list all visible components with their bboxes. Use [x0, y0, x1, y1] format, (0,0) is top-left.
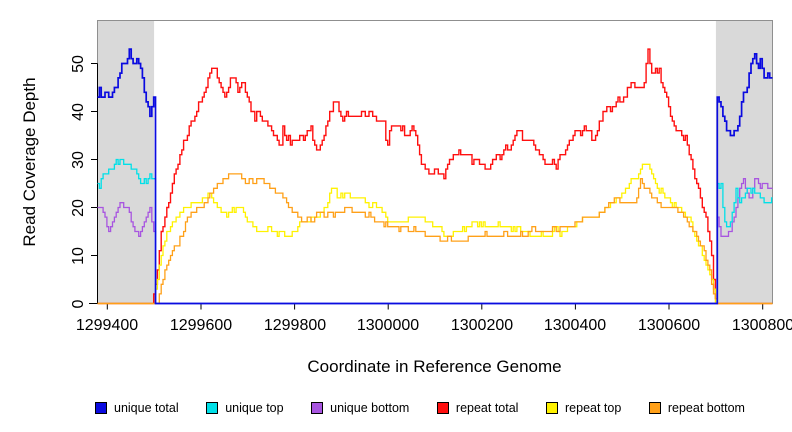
plot-border — [97, 20, 773, 304]
legend-item-unique-top: unique top — [206, 401, 284, 415]
x-tick-label: 1300800 — [731, 317, 792, 334]
x-axis-title: Coordinate in Reference Genome — [307, 357, 562, 376]
x-tick-label: 1300200 — [450, 317, 514, 334]
y-tick-label: 20 — [70, 198, 87, 217]
legend: unique total unique top unique bottom re… — [95, 399, 745, 417]
y-tick-label: 0 — [70, 299, 87, 308]
legend-item-repeat-top: repeat top — [546, 401, 621, 415]
legend-swatch-unique-bottom — [311, 402, 324, 414]
legend-swatch-repeat-total — [436, 402, 449, 414]
x-tick-label: 1299400 — [75, 317, 139, 334]
legend-label: unique bottom — [330, 401, 410, 415]
legend-swatch-unique-top — [206, 402, 219, 414]
series-line-unique-total — [97, 48, 773, 305]
legend-item-repeat-bottom: repeat bottom — [648, 401, 745, 415]
legend-item-repeat-total: repeat total — [436, 401, 519, 415]
y-tick-label: 30 — [70, 150, 87, 169]
legend-item-unique-total: unique total — [95, 401, 179, 415]
legend-swatch-repeat-top — [546, 402, 558, 414]
legend-label: unique total — [114, 401, 179, 415]
x-tick-label: 1299800 — [263, 317, 327, 334]
legend-label: repeat bottom — [667, 401, 745, 415]
series-line-unique-top — [97, 158, 773, 305]
series-line-unique-bottom — [97, 178, 773, 305]
legend-label: unique top — [225, 401, 284, 415]
legend-label: repeat total — [455, 401, 519, 415]
series-line-repeat-total — [97, 48, 773, 305]
series-line-repeat-top — [97, 163, 773, 305]
legend-label: repeat top — [565, 401, 622, 415]
x-tick-label: 1299600 — [169, 317, 233, 334]
x-tick-label: 1300400 — [543, 317, 607, 334]
y-tick-label: 50 — [70, 54, 87, 73]
x-tick-label: 1300600 — [637, 317, 701, 334]
legend-swatch-repeat-bottom — [648, 402, 661, 414]
y-tick-label: 40 — [70, 102, 87, 121]
shaded-unique-region-right — [715, 21, 773, 304]
legend-swatch-unique-total — [95, 402, 107, 414]
y-axis-title: Read Coverage Depth — [20, 77, 39, 247]
x-tick-label: 1300000 — [356, 317, 420, 334]
series-line-repeat-bottom — [97, 173, 773, 305]
shaded-unique-region-left — [97, 21, 155, 304]
y-tick-label: 10 — [70, 246, 87, 265]
legend-item-unique-bottom: unique bottom — [311, 401, 409, 415]
